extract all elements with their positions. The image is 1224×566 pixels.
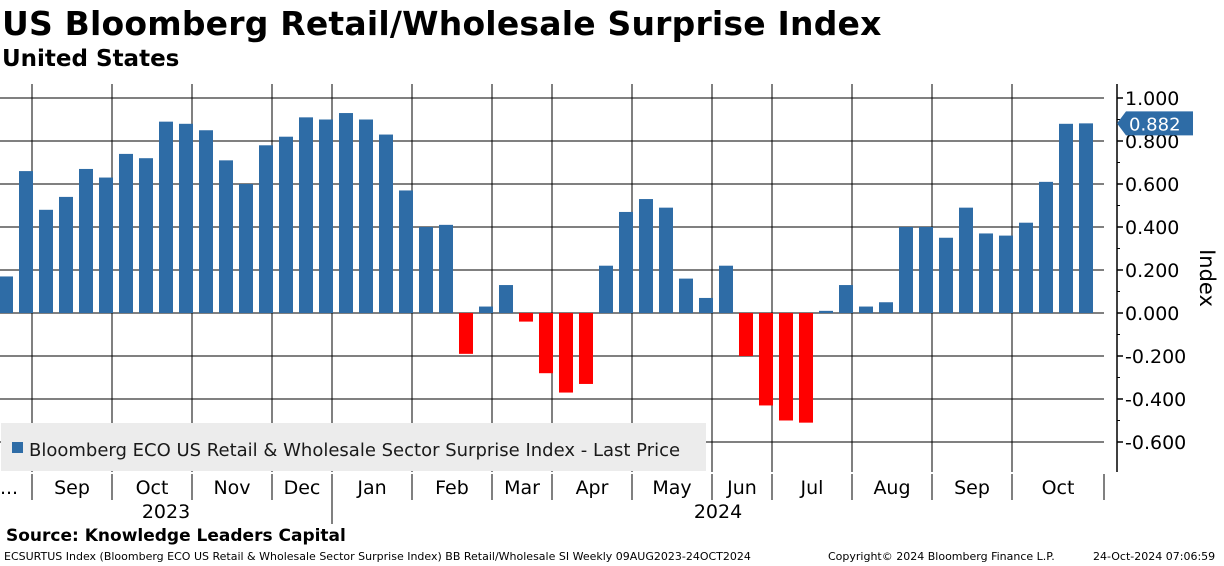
bar xyxy=(459,313,473,354)
bar xyxy=(919,227,933,313)
x-month-label: Oct xyxy=(1042,477,1075,499)
bar xyxy=(1079,123,1093,314)
bar xyxy=(1039,181,1053,313)
x-month-label: Jan xyxy=(356,477,386,499)
bar xyxy=(879,302,893,313)
bar xyxy=(319,119,333,313)
bar xyxy=(159,121,173,314)
bar xyxy=(639,199,653,313)
bar xyxy=(1019,222,1033,313)
bar xyxy=(719,265,733,313)
bar-series xyxy=(0,113,1093,423)
source-note: Source: Knowledge Leaders Capital xyxy=(6,526,346,546)
bar xyxy=(819,310,833,313)
bar xyxy=(79,168,93,313)
bar xyxy=(999,235,1013,313)
x-year-label: 2023 xyxy=(142,501,190,523)
bar xyxy=(739,313,753,356)
bar xyxy=(179,123,193,313)
bar xyxy=(699,297,713,313)
bar xyxy=(679,278,693,313)
x-month-label: Feb xyxy=(435,477,469,499)
bar xyxy=(839,285,853,313)
footer-copyright: Copyright© 2024 Bloomberg Finance L.P. xyxy=(828,550,1055,563)
bar xyxy=(559,313,573,393)
bar xyxy=(779,313,793,421)
x-month-label: May xyxy=(652,477,691,499)
last-price-label: 0.882 xyxy=(1129,114,1181,135)
bar xyxy=(959,207,973,313)
bar xyxy=(119,153,133,313)
bar xyxy=(239,184,253,313)
x-month-label: Apr xyxy=(576,477,609,499)
y-tick-label: -0.200 xyxy=(1125,346,1186,368)
bar xyxy=(759,313,773,406)
footer-series-info: ECSURTUS Index (Bloomberg ECO US Retail … xyxy=(4,550,751,563)
bar xyxy=(539,313,553,374)
bar xyxy=(259,145,273,313)
y-tick-label: 0.400 xyxy=(1125,217,1179,239)
bar xyxy=(199,130,213,313)
bar xyxy=(599,265,613,313)
x-month-label: Jun xyxy=(726,477,757,499)
bar xyxy=(499,285,513,313)
x-month-label: Sep xyxy=(954,477,990,499)
bar xyxy=(339,113,353,313)
legend-swatch xyxy=(12,442,23,453)
legend-background xyxy=(1,423,706,471)
legend-label: Bloomberg ECO US Retail & Wholesale Sect… xyxy=(29,440,680,461)
bar xyxy=(359,119,373,313)
bar xyxy=(519,313,533,322)
x-month-label: Dec xyxy=(284,477,321,499)
y-tick-label: -0.400 xyxy=(1125,389,1186,411)
footer-timestamp: 24-Oct-2024 07:06:59 xyxy=(1093,550,1216,563)
chart-area: 1.000 0.800 0.600 0.400 0.200 0.000 -0.200 -0.4… xyxy=(0,84,1219,524)
x-month-label: Mar xyxy=(504,477,540,499)
bar xyxy=(59,196,73,313)
bar xyxy=(479,306,493,313)
last-price-tag xyxy=(1117,111,1193,136)
y-axis-label: Index xyxy=(1195,249,1219,307)
y-tick-label: -0.600 xyxy=(1125,432,1186,454)
bar xyxy=(1059,123,1073,313)
x-month-label: Jul xyxy=(800,477,824,499)
x-year-label: 2024 xyxy=(694,501,742,523)
bar xyxy=(219,160,233,313)
bar xyxy=(799,313,813,423)
bar xyxy=(0,276,13,313)
bar xyxy=(139,158,153,313)
bar xyxy=(619,211,633,313)
chart-title: US Bloomberg Retail/Wholesale Surprise I… xyxy=(2,4,882,43)
axes: 1.000 0.800 0.600 0.400 0.200 0.000 -0.200 -0.4… xyxy=(0,84,1186,524)
x-month-label: Nov xyxy=(213,477,250,499)
y-tick-label: 0.000 xyxy=(1125,303,1179,325)
bar xyxy=(979,233,993,313)
chart-subtitle: United States xyxy=(2,46,180,72)
x-month-label: Aug xyxy=(873,477,910,499)
bar xyxy=(379,134,393,313)
bar xyxy=(299,117,313,313)
bar xyxy=(859,306,873,313)
x-month-label: Oct xyxy=(136,477,169,499)
bar xyxy=(899,227,913,313)
y-tick-label: 0.800 xyxy=(1125,131,1179,153)
bar xyxy=(939,237,953,313)
x-month-label: ... xyxy=(0,477,18,499)
bar xyxy=(39,209,53,313)
last-price-marker: 0.882 xyxy=(1117,111,1193,136)
bar xyxy=(439,224,453,313)
bar xyxy=(659,207,673,313)
bar xyxy=(419,227,433,313)
x-month-label: Sep xyxy=(54,477,90,499)
bar xyxy=(99,177,113,313)
bar xyxy=(19,171,33,313)
y-tick-label: 1.000 xyxy=(1125,88,1179,110)
legend: Bloomberg ECO US Retail & Wholesale Sect… xyxy=(1,423,706,471)
y-tick-label: 0.600 xyxy=(1125,174,1179,196)
bar xyxy=(279,136,293,313)
bar xyxy=(579,313,593,384)
y-tick-label: 0.200 xyxy=(1125,260,1179,282)
bar xyxy=(399,190,413,313)
